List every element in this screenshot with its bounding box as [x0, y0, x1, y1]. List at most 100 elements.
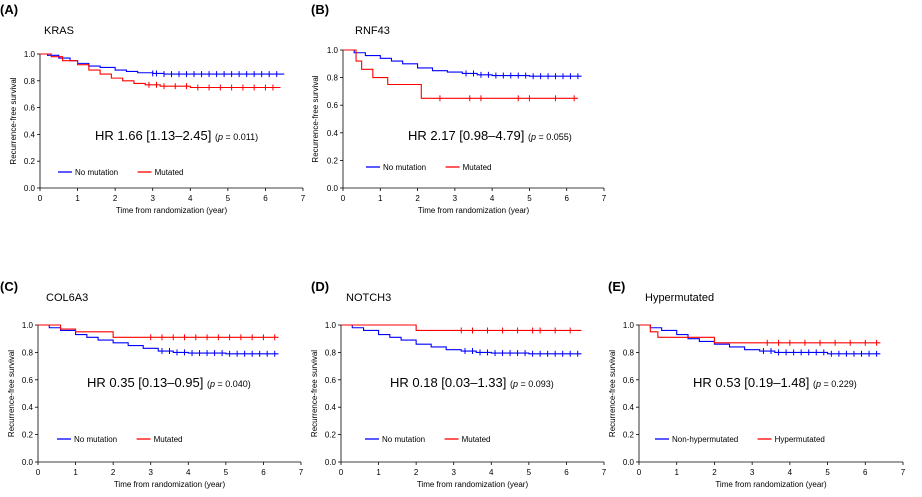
x-tick-label: 3: [148, 468, 153, 477]
y-tick-label: 0.6: [24, 104, 36, 113]
y-axis-label: Recurrence-free survival: [608, 350, 617, 437]
y-tick-label: 0.8: [325, 348, 337, 357]
p-label: p: [815, 379, 821, 389]
km-curve-0: [38, 324, 279, 355]
chart-title: Hypermutated: [645, 292, 714, 304]
x-tick-label: 3: [451, 468, 456, 477]
x-tick-label: 6: [564, 194, 569, 203]
x-tick-label: 0: [38, 194, 43, 203]
panel-label: (D): [311, 279, 329, 294]
panel-label: (C): [0, 279, 18, 294]
x-tick-label: 4: [489, 468, 494, 477]
x-tick-label: 2: [415, 194, 420, 203]
legend-label: No mutation: [383, 163, 426, 172]
x-axis-label: Time from randomization (year): [116, 206, 228, 215]
y-tick-label: 0.6: [22, 376, 34, 385]
hr-value: HR 0.35 [0.13–0.95]: [87, 375, 207, 390]
chart-title: NOTCH3: [346, 292, 391, 304]
x-tick-label: 6: [263, 194, 268, 203]
p-open: (: [215, 132, 218, 142]
km-curve-0: [341, 324, 582, 355]
hazard-ratio-text: HR 0.35 [0.13–0.95] (p = 0.040): [87, 375, 251, 390]
y-tick-label: 1.0: [327, 46, 339, 55]
p-value: = 0.055): [536, 132, 572, 142]
x-tick-label: 7: [602, 194, 607, 203]
x-tick-label: 2: [712, 468, 717, 477]
p-label: p: [512, 379, 518, 389]
p-value: = 0.040): [215, 379, 251, 389]
x-axis-label: Time from randomization (year): [418, 206, 530, 215]
p-open: (: [510, 379, 513, 389]
legend-label: Mutated: [154, 435, 183, 444]
y-tick-label: 0.0: [623, 458, 635, 467]
hr-value: HR 1.66 [1.13–2.45]: [95, 128, 215, 143]
p-open: (: [813, 379, 816, 389]
p-label: p: [217, 132, 223, 142]
x-tick-label: 4: [186, 468, 191, 477]
x-tick-label: 6: [261, 468, 266, 477]
x-tick-label: 7: [299, 468, 304, 477]
chart-title: KRAS: [44, 25, 74, 37]
y-tick-label: 0.0: [22, 458, 34, 467]
y-tick-label: 0.4: [623, 403, 635, 412]
y-tick-label: 0.4: [325, 403, 337, 412]
x-tick-label: 4: [788, 468, 793, 477]
y-tick-label: 0.4: [24, 130, 36, 139]
panel-label: (B): [311, 2, 329, 17]
hr-value: HR 2.17 [0.98–4.79]: [408, 128, 528, 143]
y-tick-label: 0.0: [327, 184, 339, 193]
x-tick-label: 5: [527, 194, 532, 203]
x-tick-label: 3: [150, 194, 155, 203]
km-curve-1: [639, 324, 881, 344]
x-tick-label: 0: [339, 468, 344, 477]
y-tick-label: 1.0: [325, 321, 337, 330]
hazard-ratio-text: HR 0.18 [0.03–1.33] (p = 0.093): [390, 375, 554, 390]
x-tick-label: 6: [863, 468, 868, 477]
y-axis-label: Recurrence-free survival: [9, 77, 18, 164]
y-axis-label: Recurrence-free survival: [7, 350, 16, 437]
x-tick-label: 7: [301, 194, 306, 203]
p-open: (: [207, 379, 210, 389]
legend-label: Mutated: [462, 435, 491, 444]
panel-label: (A): [0, 2, 18, 17]
chart-panel: (D) NOTCH3 0.0 0.2 0.4 0.6 0.8 1.0 0 1 2 3 4 5 6 7 Time …: [310, 279, 607, 489]
y-tick-label: 0.2: [22, 431, 34, 440]
y-tick-label: 1.0: [623, 321, 635, 330]
x-tick-label: 3: [750, 468, 755, 477]
p-value: = 0.229): [821, 379, 857, 389]
legend-label: No mutation: [74, 435, 117, 444]
legend-label: No mutation: [75, 168, 118, 177]
y-tick-label: 0.4: [22, 403, 34, 412]
x-axis-label: Time from randomization (year): [715, 480, 827, 489]
x-tick-label: 2: [111, 468, 116, 477]
y-axis-label: Recurrence-free survival: [311, 75, 320, 162]
x-tick-label: 5: [226, 194, 231, 203]
x-tick-label: 7: [901, 468, 906, 477]
x-tick-label: 4: [188, 194, 193, 203]
y-tick-label: 0.2: [325, 431, 337, 440]
y-tick-label: 0.8: [22, 348, 34, 357]
x-tick-label: 1: [376, 468, 381, 477]
hazard-ratio-text: HR 0.53 [0.19–1.48] (p = 0.229): [693, 375, 857, 390]
x-tick-label: 0: [341, 194, 346, 203]
y-tick-label: 1.0: [22, 321, 34, 330]
legend-label: Non-hypermutated: [672, 435, 738, 444]
y-tick-label: 0.8: [623, 348, 635, 357]
x-axis-label: Time from randomization (year): [417, 480, 529, 489]
x-tick-label: 6: [564, 468, 569, 477]
km-curve-1: [343, 49, 578, 99]
y-tick-label: 0.6: [327, 101, 339, 110]
y-tick-label: 0.4: [327, 129, 339, 138]
p-open: (: [528, 132, 531, 142]
x-tick-label: 1: [674, 468, 679, 477]
panel-label: (E): [608, 279, 625, 294]
x-tick-label: 2: [414, 468, 419, 477]
hazard-ratio-text: HR 1.66 [1.13–2.45] (p = 0.011): [95, 128, 258, 143]
x-tick-label: 5: [527, 468, 532, 477]
legend-label: Mutated: [155, 168, 184, 177]
x-tick-label: 4: [490, 194, 495, 203]
y-tick-label: 0.0: [24, 184, 36, 193]
p-value: = 0.093): [518, 379, 554, 389]
y-tick-label: 1.0: [24, 50, 36, 59]
p-value: = 0.011): [223, 132, 258, 142]
